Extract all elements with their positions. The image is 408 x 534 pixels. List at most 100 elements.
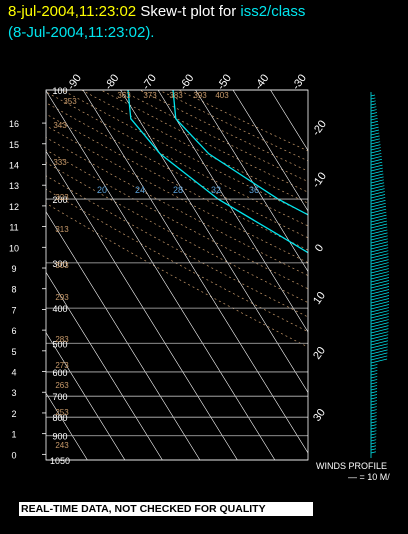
height-km-label: 5 (11, 347, 16, 357)
wind-barb (370, 211, 387, 217)
adiabat-label: 403 (215, 91, 229, 100)
mixing-ratio-label: 20 (97, 185, 107, 195)
wind-barb (370, 337, 389, 343)
wind-barb (370, 120, 379, 124)
wind-barb (370, 250, 389, 256)
pressure-label: 1050 (50, 456, 70, 466)
height-km-label: 13 (9, 181, 19, 191)
wind-barb (370, 295, 390, 301)
dry-adiabat (81, 90, 308, 204)
wind-barb (370, 232, 388, 238)
wind-barb (370, 226, 388, 232)
wind-barb (370, 256, 389, 262)
pressure-label: 800 (52, 413, 67, 423)
isotherm (46, 271, 163, 460)
isotherm (82, 90, 308, 454)
right-temperature-label: -20 (310, 118, 329, 138)
wind-barb (370, 304, 390, 310)
wind-barb (370, 319, 389, 325)
wind-barb (370, 182, 385, 187)
right-temperature-label: 0 (313, 242, 326, 254)
wind-barb (370, 173, 384, 178)
adiabat-label: 283 (55, 335, 69, 344)
winds-profile-label: WINDS PROFILE (316, 461, 388, 471)
isotherm (195, 90, 308, 273)
chart-subtitle: (8-Jul-2004,11:23:02). (8, 24, 155, 41)
wind-barb (370, 424, 377, 427)
isotherm (46, 392, 88, 460)
chart-title: 8-jul-2004,11:23:02 Skew-t plot for iss2… (8, 3, 305, 20)
top-temperature-label: -30 (290, 72, 309, 92)
top-temperature-label: -80 (103, 72, 122, 92)
wind-barb (370, 94, 376, 97)
dry-adiabat (46, 188, 308, 333)
wind-barb (370, 403, 377, 406)
height-km-label: 14 (9, 160, 19, 170)
height-km-label: 1 (11, 430, 16, 440)
isotherm (120, 90, 308, 393)
dewpoint-line (127, 90, 308, 254)
right-temperature-label: 10 (311, 290, 328, 307)
wind-barb (370, 194, 386, 199)
isotherm (46, 332, 126, 460)
wind-barb (370, 241, 389, 247)
wind-barb (370, 271, 389, 277)
pressure-label: 700 (52, 392, 67, 402)
isotherm (232, 90, 308, 212)
height-km-label: 7 (11, 305, 16, 315)
adiabat-label: 353 (63, 97, 77, 106)
height-km-label: 8 (11, 285, 16, 295)
wind-barb (370, 247, 389, 253)
wind-barb (370, 214, 387, 220)
wind-barb (370, 385, 378, 388)
wind-barb (370, 292, 390, 298)
wind-barb (370, 349, 388, 355)
wind-barb (370, 325, 389, 331)
mixing-ratio-label: 24 (135, 185, 145, 195)
wind-barb (370, 132, 380, 136)
pressure-label: 200 (52, 195, 67, 205)
wind-barb (370, 244, 389, 250)
wind-barb (370, 118, 378, 121)
quality-disclaimer: REAL-TIME DATA, NOT CHECKED FOR QUALITY (19, 502, 313, 516)
wind-barb (370, 388, 378, 391)
wind-barb (370, 197, 386, 202)
winds-scale-label: — = 10 M/ (348, 472, 390, 482)
wind-barb (370, 412, 377, 415)
height-km-label: 0 (11, 450, 16, 460)
adiabat-label: 273 (55, 361, 69, 370)
wind-barb (370, 373, 378, 376)
pressure-label: 900 (52, 432, 67, 442)
wind-barb (370, 147, 381, 151)
wind-barb (370, 126, 379, 130)
wind-barb (370, 106, 377, 109)
dry-adiabat (100, 90, 308, 193)
wind-barb (370, 188, 385, 193)
wind-barb (370, 144, 381, 148)
wind-barb (370, 100, 376, 103)
top-temperature-label: -60 (178, 72, 197, 92)
wind-barb (370, 298, 390, 304)
dry-adiabat (46, 137, 308, 276)
wind-barb (370, 164, 383, 169)
wind-barb (370, 141, 381, 145)
pressure-label: 500 (52, 339, 67, 349)
wind-barb (370, 138, 380, 142)
wind-barb (370, 200, 386, 205)
wind-barb (370, 397, 378, 400)
wind-barb (370, 328, 389, 334)
dry-adiabat (46, 113, 308, 251)
dry-adiabat (46, 149, 308, 290)
wind-barb (370, 409, 377, 412)
wind-barb (370, 343, 388, 349)
dry-adiabat (120, 90, 308, 182)
wind-barb (370, 217, 387, 223)
dry-adiabat (46, 202, 308, 348)
wind-barb (370, 179, 384, 184)
adiabat-label: 363 (117, 91, 131, 100)
height-km-label: 3 (11, 388, 16, 398)
plot-frame (45, 89, 309, 461)
pressure-label: 300 (52, 259, 67, 269)
wind-barb (370, 301, 390, 307)
wind-barb (370, 430, 377, 433)
